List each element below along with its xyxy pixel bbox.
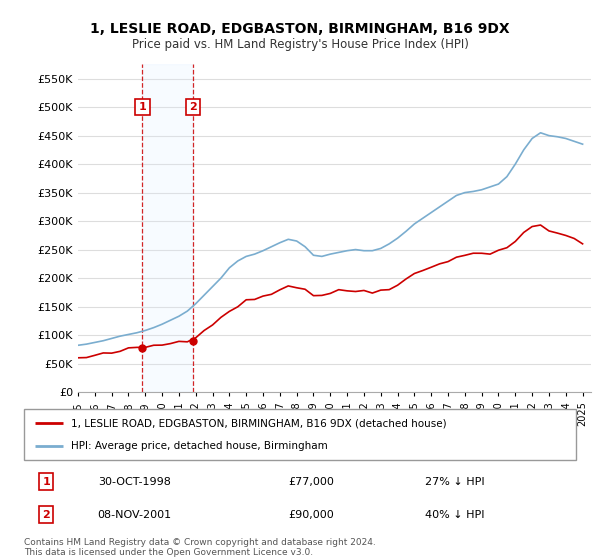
Text: 40% ↓ HPI: 40% ↓ HPI (425, 510, 484, 520)
Text: 08-NOV-2001: 08-NOV-2001 (97, 510, 172, 520)
Text: £77,000: £77,000 (288, 477, 334, 487)
Text: 2: 2 (190, 102, 197, 112)
Text: 1, LESLIE ROAD, EDGBASTON, BIRMINGHAM, B16 9DX: 1, LESLIE ROAD, EDGBASTON, BIRMINGHAM, B… (90, 22, 510, 36)
Text: Contains HM Land Registry data © Crown copyright and database right 2024.
This d: Contains HM Land Registry data © Crown c… (24, 538, 376, 557)
Text: 2: 2 (42, 510, 50, 520)
Text: Price paid vs. HM Land Registry's House Price Index (HPI): Price paid vs. HM Land Registry's House … (131, 38, 469, 50)
Text: 27% ↓ HPI: 27% ↓ HPI (425, 477, 484, 487)
Text: £90,000: £90,000 (288, 510, 334, 520)
Text: 30-OCT-1998: 30-OCT-1998 (98, 477, 171, 487)
Text: HPI: Average price, detached house, Birmingham: HPI: Average price, detached house, Birm… (71, 441, 328, 451)
Text: 1: 1 (42, 477, 50, 487)
FancyBboxPatch shape (24, 409, 576, 460)
Text: 1: 1 (139, 102, 146, 112)
Bar (142, 64, 193, 392)
Text: 1, LESLIE ROAD, EDGBASTON, BIRMINGHAM, B16 9DX (detached house): 1, LESLIE ROAD, EDGBASTON, BIRMINGHAM, B… (71, 418, 446, 428)
